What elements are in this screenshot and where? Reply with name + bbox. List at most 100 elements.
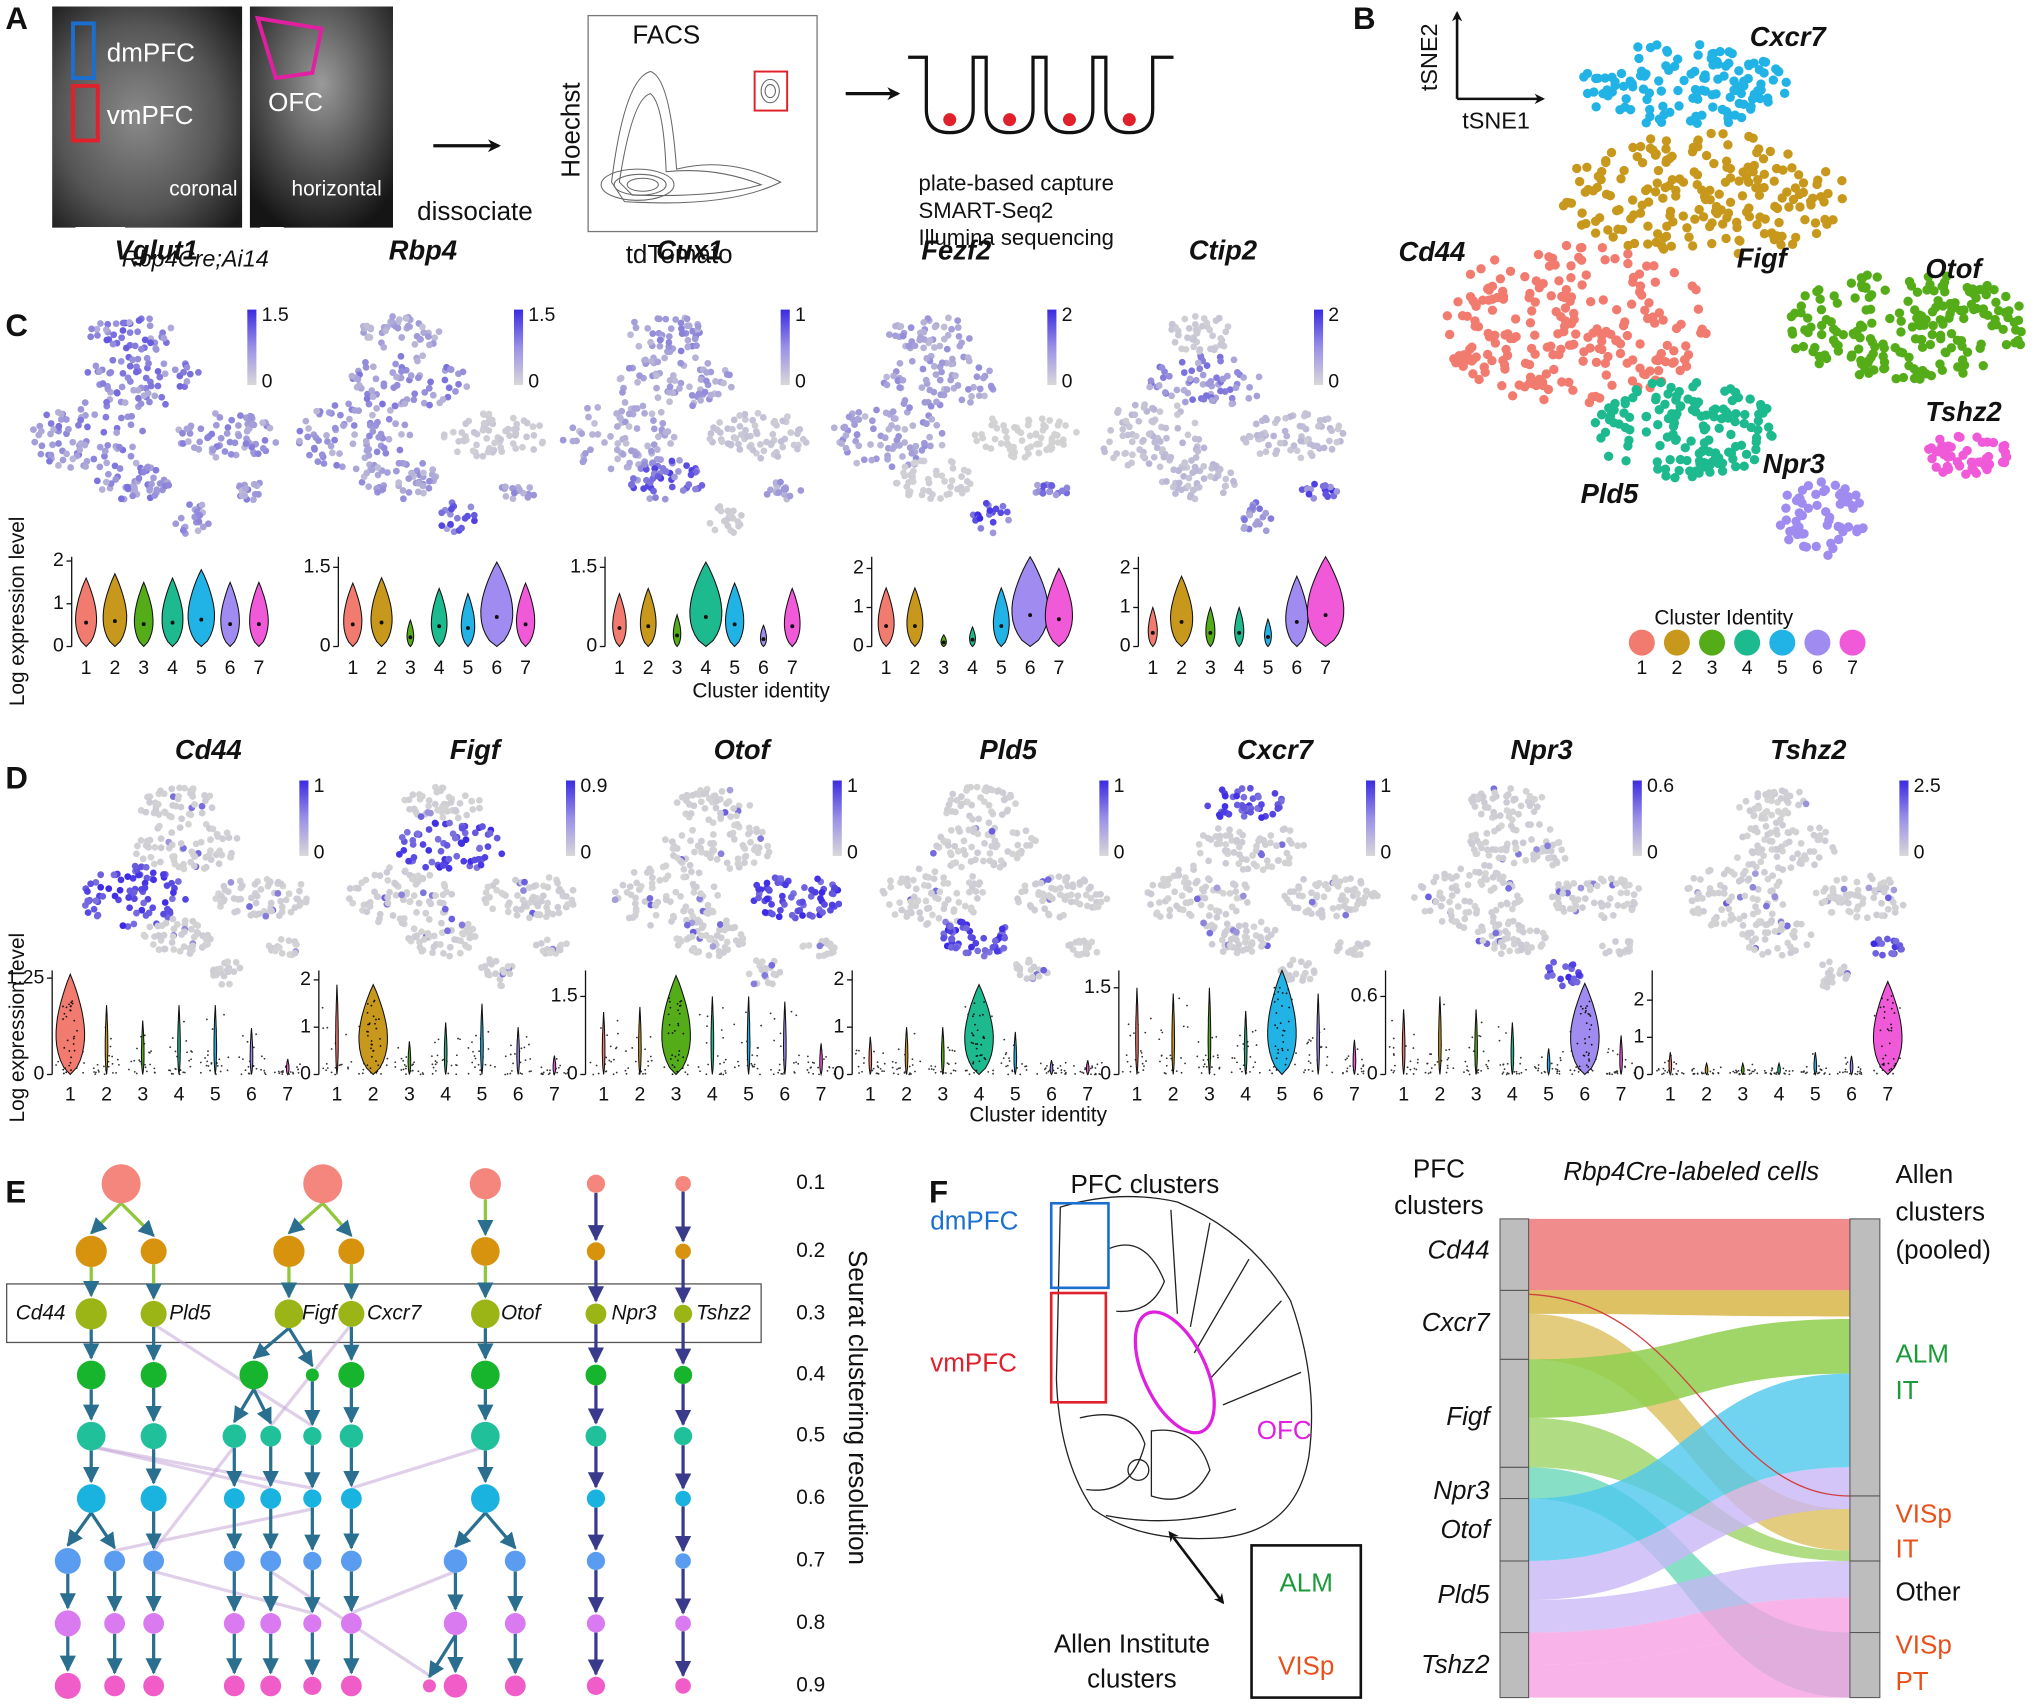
cell-dot	[989, 529, 997, 537]
cell-dot	[509, 414, 517, 422]
median-dot	[646, 624, 651, 629]
cell-dot	[140, 931, 148, 939]
jitter-dot	[627, 1067, 630, 1070]
cell-dot	[702, 377, 710, 385]
gene-title: Cd44	[175, 734, 242, 765]
cell-dot	[419, 792, 426, 800]
cell-dot	[201, 791, 208, 799]
cell-dot	[680, 865, 688, 873]
cluster-id: 3	[138, 657, 149, 679]
cell-dot	[769, 910, 776, 918]
cell-dot	[569, 424, 577, 432]
cell-dot	[1172, 490, 1179, 498]
cell-dot	[853, 459, 861, 467]
cell-dot	[212, 410, 219, 417]
cell-dot	[187, 811, 195, 819]
cell-dot	[736, 412, 744, 419]
cell-dot	[536, 422, 543, 430]
cell-dot	[891, 332, 899, 340]
jitter-dot	[512, 1062, 514, 1065]
jitter-dot	[616, 1019, 619, 1022]
jitter-dot	[455, 1073, 458, 1076]
cell-dot	[523, 433, 530, 441]
cell-dot	[619, 388, 626, 396]
cell-dot	[2001, 291, 2011, 302]
jitter-dot	[595, 1064, 598, 1067]
cell-dot	[202, 854, 210, 861]
cell-dot	[124, 374, 132, 382]
median-dot	[112, 619, 117, 624]
cell-dot	[677, 359, 685, 367]
cell-dot	[1325, 437, 1333, 445]
cell-dot	[1038, 415, 1046, 423]
cell-dot	[549, 910, 557, 918]
y-tick-label: 2	[53, 549, 64, 571]
jitter-dot	[199, 1061, 202, 1064]
jitter-dot	[330, 1071, 333, 1074]
cell-dot	[652, 911, 660, 919]
cell-dot	[1121, 450, 1129, 457]
cluster-id: 2	[368, 1083, 379, 1105]
cell-dot	[1596, 433, 1606, 443]
cell-dot	[1693, 50, 1703, 60]
cell-dot	[969, 872, 977, 880]
jitter-dot	[68, 1050, 71, 1052]
jitter-dot	[436, 1061, 438, 1064]
jitter-dot	[872, 1067, 875, 1070]
cell-dot	[879, 887, 887, 895]
cell-dot	[419, 352, 427, 360]
jitter-dot	[716, 1055, 719, 1057]
cell-dot	[1511, 331, 1521, 342]
cell-dot	[908, 449, 916, 457]
jitter-dot	[682, 1056, 685, 1059]
cell-dot	[1003, 508, 1011, 516]
cell-dot	[400, 495, 407, 503]
cell-dot	[1643, 197, 1654, 207]
violin	[140, 1020, 145, 1075]
cell-dot	[1026, 958, 1033, 965]
cell-dot	[425, 484, 433, 492]
cluster-id: 1	[881, 657, 892, 679]
cell-dot	[938, 359, 946, 367]
cell-dot	[1158, 364, 1166, 371]
cell-dot	[480, 411, 488, 418]
cell-dot	[1782, 187, 1792, 197]
cell-dot	[1103, 895, 1111, 903]
cell-dot	[1645, 104, 1655, 115]
cell-dot	[1253, 392, 1261, 400]
cell-dot	[703, 909, 711, 917]
cell-dot	[118, 334, 126, 342]
cell-dot	[82, 463, 89, 470]
cell-dot	[410, 396, 418, 404]
panel-letter: E	[5, 1174, 26, 1209]
cell-dot	[676, 456, 683, 464]
cell-dot	[331, 436, 338, 444]
jitter-dot	[366, 1064, 369, 1067]
y-tick-label: 0	[834, 1063, 845, 1085]
cell-dot	[1904, 276, 1915, 287]
cell-dot	[1658, 193, 1668, 203]
cell-dot	[1150, 453, 1158, 461]
cell-dot	[903, 483, 911, 491]
cell-dot	[922, 376, 930, 384]
cell-dot	[883, 373, 891, 381]
cell-dot	[346, 415, 353, 423]
cell-dot	[1589, 87, 1599, 97]
facs-plot	[587, 14, 818, 233]
cell-dot	[1654, 76, 1664, 86]
cell-dot	[1641, 427, 1652, 437]
cell-dot	[1520, 382, 1530, 392]
cell-dot	[104, 442, 112, 449]
cell-dot	[1048, 439, 1056, 446]
cell-dot	[366, 903, 374, 910]
cell-dot	[469, 806, 477, 813]
jitter-dot	[209, 1069, 212, 1072]
jitter-dot	[370, 1004, 373, 1007]
jitter-dot	[361, 1072, 364, 1075]
cell-dot	[761, 971, 769, 979]
jitter-dot	[404, 1067, 407, 1070]
cell-dot	[799, 912, 806, 919]
cell-dot	[419, 946, 427, 954]
cell-dot	[84, 897, 92, 905]
cell-dot	[647, 447, 655, 455]
